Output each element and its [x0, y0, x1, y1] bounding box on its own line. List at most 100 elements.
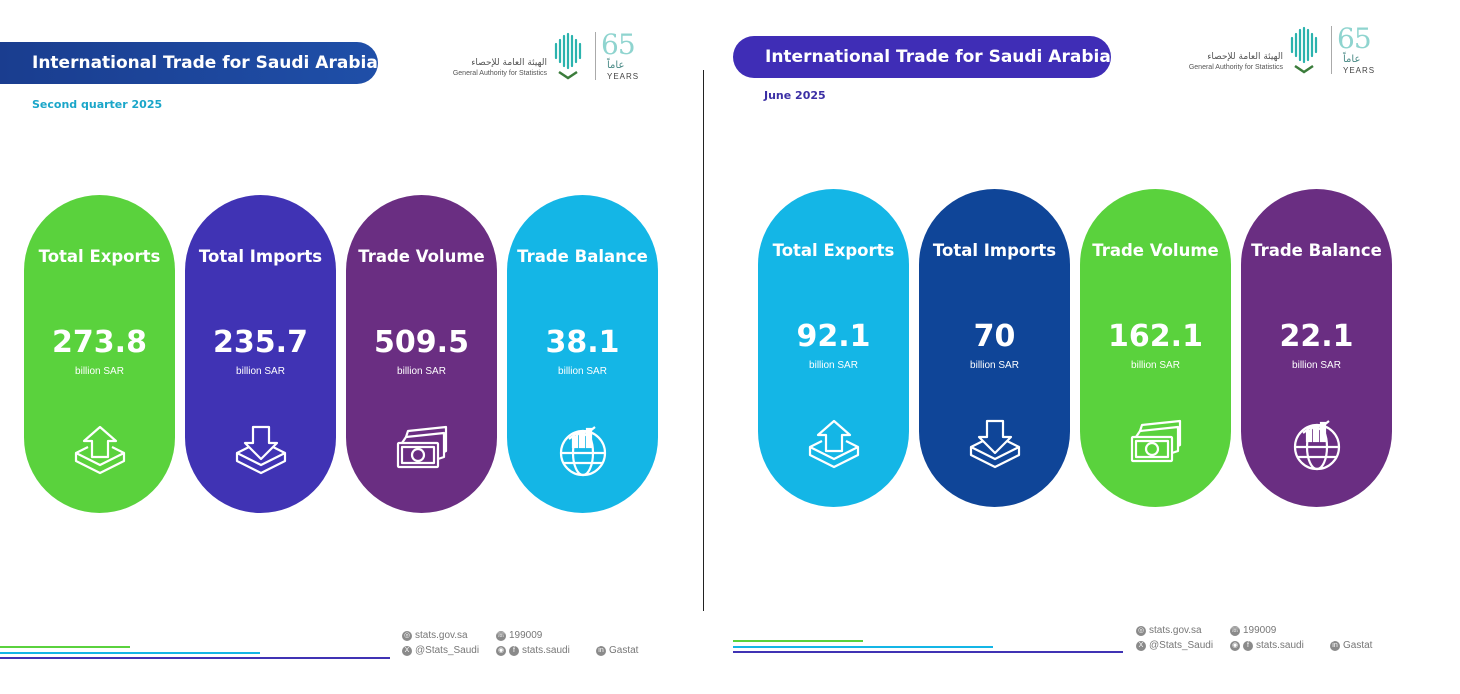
stat-cards: Total Exports 92.1 billion SAR Total Imp… — [758, 189, 1392, 507]
globe-chart-icon — [1293, 420, 1340, 471]
footer-line-indigo — [0, 657, 390, 659]
gastat-logo: الهيئة العامة للإحصاء General Authority … — [1171, 22, 1391, 82]
infographic-panel-left: International Trade for Saudi Arabia Sec… — [0, 0, 700, 694]
anniversary-arabic: عاماً — [607, 60, 625, 71]
phone-number: ☏ 199009 — [1230, 625, 1276, 636]
logo-separator — [595, 32, 596, 80]
card-value: 273.8 — [52, 325, 147, 360]
facebook-icon: f — [1243, 640, 1253, 651]
card-title: Total Exports — [772, 241, 895, 260]
card-trade-balance: Trade Balance 22.1 billion SAR — [1241, 189, 1392, 507]
anniversary-years: YEARS — [1343, 66, 1376, 75]
website-text: stats.gov.sa — [415, 630, 468, 641]
card-unit: billion SAR — [558, 366, 607, 377]
export-icon — [74, 425, 125, 475]
phone-number: ☏ 199009 — [496, 630, 542, 641]
instagram-icon: ◉ — [496, 645, 506, 656]
x-link[interactable]: X @Stats_Saudi — [1136, 640, 1213, 651]
card-value: 92.1 — [796, 319, 871, 354]
card-value: 235.7 — [213, 325, 308, 360]
phone-icon: ☏ — [496, 630, 506, 641]
panel-divider — [703, 70, 704, 611]
card-title: Trade Volume — [1092, 241, 1219, 260]
money-stack-icon — [396, 425, 447, 469]
card-unit: billion SAR — [970, 360, 1019, 371]
export-icon — [808, 419, 859, 469]
instagram-icon: ◉ — [1230, 640, 1240, 651]
x-icon: X — [402, 645, 412, 656]
x-icon: X — [1136, 640, 1146, 651]
logo-english-name: General Authority for Statistics — [1188, 64, 1283, 71]
card-total-imports: Total Imports 235.7 billion SAR — [185, 195, 336, 513]
linkedin-link[interactable]: in Gastat — [596, 645, 638, 656]
phone-text: 199009 — [509, 630, 543, 641]
import-icon — [969, 419, 1020, 469]
globe-icon: ◎ — [1136, 625, 1146, 636]
footer-line-green — [733, 640, 863, 642]
card-title: Total Imports — [198, 247, 323, 266]
social-handle-text: stats.saudi — [522, 645, 570, 656]
x-handle-text: @Stats_Saudi — [1149, 640, 1214, 651]
card-trade-volume: Trade Volume 509.5 billion SAR — [346, 195, 497, 513]
gastat-emblem-icon — [554, 32, 582, 80]
anniversary-number: 65 — [601, 28, 636, 61]
card-value: 38.1 — [545, 325, 620, 360]
website-link[interactable]: ◎ stats.gov.sa — [402, 630, 468, 641]
card-unit: billion SAR — [809, 360, 858, 371]
footer-line-cyan — [0, 652, 260, 654]
linkedin-text: Gastat — [609, 645, 639, 656]
anniversary-arabic: عاماً — [1343, 54, 1361, 65]
x-link[interactable]: X @Stats_Saudi — [402, 645, 479, 656]
x-handle-text: @Stats_Saudi — [415, 645, 480, 656]
card-total-exports: Total Exports 273.8 billion SAR — [24, 195, 175, 513]
social-link[interactable]: ◉ f stats.saudi — [1230, 640, 1304, 651]
page-title: International Trade for Saudi Arabia — [733, 36, 1111, 78]
gastat-emblem-icon — [1290, 26, 1318, 74]
stat-cards: Total Exports 273.8 billion SAR Total Im… — [24, 195, 658, 513]
anniversary-years: YEARS — [607, 72, 640, 81]
globe-chart-icon — [559, 426, 606, 477]
import-icon — [235, 425, 286, 475]
card-unit: billion SAR — [1292, 360, 1341, 371]
card-unit: billion SAR — [1131, 360, 1180, 371]
period-subtitle: Second quarter 2025 — [32, 98, 163, 111]
infographic-panel-right: International Trade for Saudi Arabia Jun… — [706, 0, 1460, 694]
footer-line-indigo — [733, 651, 1123, 653]
logo-separator — [1331, 26, 1332, 74]
linkedin-link[interactable]: in Gastat — [1330, 640, 1372, 651]
card-total-imports: Total Imports 70 billion SAR — [919, 189, 1070, 507]
card-trade-balance: Trade Balance 38.1 billion SAR — [507, 195, 658, 513]
card-trade-volume: Trade Volume 162.1 billion SAR — [1080, 189, 1231, 507]
logo-english-name: General Authority for Statistics — [452, 70, 547, 77]
website-link[interactable]: ◎ stats.gov.sa — [1136, 625, 1202, 636]
linkedin-text: Gastat — [1343, 640, 1373, 651]
card-title: Trade Balance — [1251, 241, 1382, 260]
globe-icon: ◎ — [402, 630, 412, 641]
card-title: Total Imports — [932, 241, 1057, 260]
gastat-logo: الهيئة العامة للإحصاء General Authority … — [435, 28, 655, 88]
social-handle-text: stats.saudi — [1256, 640, 1304, 651]
card-title: Total Exports — [38, 247, 161, 266]
card-value: 22.1 — [1279, 319, 1354, 354]
money-stack-icon — [1130, 419, 1181, 463]
card-title: Trade Volume — [358, 247, 485, 266]
phone-icon: ☏ — [1230, 625, 1240, 636]
card-unit: billion SAR — [75, 366, 124, 377]
anniversary-number: 65 — [1337, 22, 1372, 55]
footer-line-cyan — [733, 646, 993, 648]
linkedin-icon: in — [1330, 640, 1340, 651]
card-unit: billion SAR — [236, 366, 285, 377]
card-value: 509.5 — [374, 325, 469, 360]
card-title: Trade Balance — [517, 247, 648, 266]
footer-line-green — [0, 646, 130, 648]
logo-arabic-name: الهيئة العامة للإحصاء — [471, 58, 547, 68]
card-unit: billion SAR — [397, 366, 446, 377]
card-total-exports: Total Exports 92.1 billion SAR — [758, 189, 909, 507]
website-text: stats.gov.sa — [1149, 625, 1202, 636]
card-value: 70 — [973, 319, 1016, 354]
card-value: 162.1 — [1108, 319, 1203, 354]
facebook-icon: f — [509, 645, 519, 656]
social-link[interactable]: ◉ f stats.saudi — [496, 645, 570, 656]
page-title: International Trade for Saudi Arabia — [0, 42, 378, 84]
linkedin-icon: in — [596, 645, 606, 656]
